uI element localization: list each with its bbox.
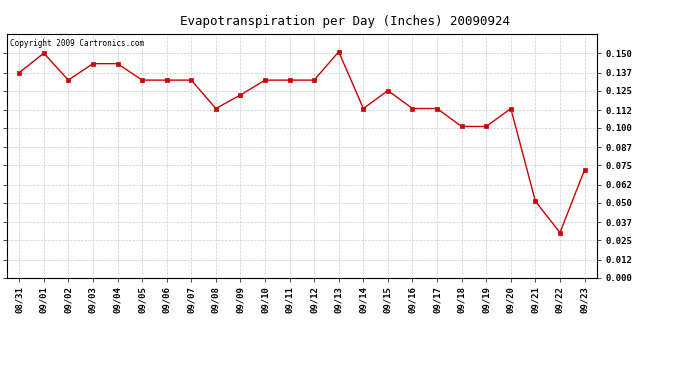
Text: Evapotranspiration per Day (Inches) 20090924: Evapotranspiration per Day (Inches) 2009…: [180, 15, 510, 28]
Text: Copyright 2009 Cartronics.com: Copyright 2009 Cartronics.com: [10, 39, 144, 48]
